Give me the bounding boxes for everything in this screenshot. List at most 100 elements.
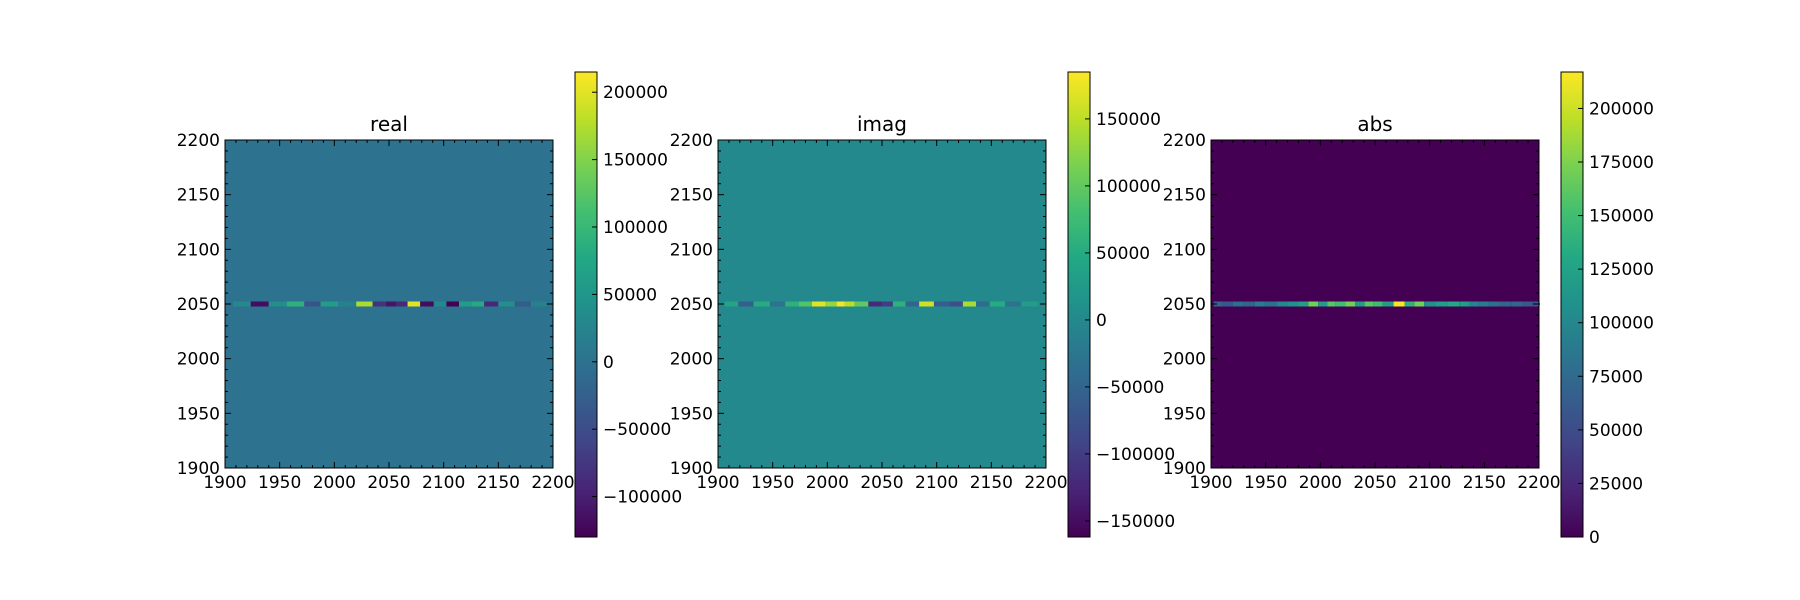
heatmap-peak [1395, 301, 1403, 307]
x-tick-label: 2150 [1463, 473, 1506, 493]
x-tick-label: 2200 [1517, 473, 1560, 493]
colorbar-tick-label: 100000 [1096, 177, 1161, 197]
heatmap-peak [1356, 301, 1363, 307]
heatmap-peak [424, 301, 431, 307]
heatmap-peak [1235, 301, 1242, 307]
colorbar-tick-label: 0 [603, 353, 614, 373]
heatmap-peak [449, 301, 456, 307]
x-tick-label: 2000 [1299, 473, 1342, 493]
x-tick-label: 1900 [696, 473, 739, 493]
heatmap-peak [802, 301, 809, 307]
y-tick-label: 2200 [1163, 131, 1206, 151]
x-tick-label: 2050 [860, 473, 903, 493]
x-tick-label: 1900 [1189, 473, 1232, 493]
heatmap-peak [398, 301, 406, 307]
y-tick-label: 2000 [177, 350, 220, 370]
heatmap-peak [1470, 301, 1477, 307]
panel-abs: 1900 1950 2000 2050 2100 2150 2200 1900 1950 2000… [1163, 71, 1654, 548]
colorbar-tick-label: 75000 [1589, 367, 1643, 387]
y-tick-label: 2100 [1163, 240, 1206, 260]
heatmap-peak [1503, 301, 1510, 307]
heatmap-peak [1437, 301, 1444, 307]
y-tick-label: 2150 [670, 186, 713, 206]
heatmap-peak [238, 301, 245, 307]
heatmap-peak [1246, 301, 1253, 307]
x-tick-label: 2150 [970, 473, 1013, 493]
heatmap-peak [1267, 301, 1275, 307]
heatmap-peak [361, 301, 369, 307]
heatmap-peak [938, 301, 946, 307]
heatmap-peak [503, 301, 511, 307]
heatmap-peak [856, 301, 864, 307]
heatmap-peak [1328, 301, 1335, 307]
x-tick-label: 2100 [1408, 473, 1451, 493]
heatmap-peak [1406, 301, 1414, 307]
x-tick-label: 2200 [1024, 473, 1067, 493]
heatmap-peak [309, 301, 316, 307]
heatmap-peak [1415, 301, 1422, 307]
colorbar-tick-label: 50000 [1589, 421, 1643, 441]
heatmap-peak [1366, 301, 1373, 307]
heatmap-peak [966, 301, 973, 307]
colorbar-tick-label: 150000 [1096, 110, 1161, 130]
x-tick-label: 2050 [367, 473, 410, 493]
heatmap-peak [884, 301, 891, 307]
colorbar [1561, 72, 1583, 537]
y-tick-label: 1900 [670, 459, 713, 479]
y-tick-label: 1900 [1163, 459, 1206, 479]
y-tick-label: 2150 [1163, 186, 1206, 206]
colorbar-tick-label: 175000 [1589, 153, 1654, 173]
heatmap-peak [837, 301, 844, 307]
y-tick-label: 2200 [670, 131, 713, 151]
heatmap-peak [1492, 301, 1499, 307]
heatmap-peak [922, 301, 929, 307]
heatmap-peak [953, 301, 960, 307]
y-tick-label: 2000 [670, 350, 713, 370]
heatmap-peak [846, 301, 853, 307]
panel-imag: 1900 1950 2000 2050 2100 2150 2200 1900 1950 2000… [670, 71, 1175, 538]
heatmap-peak [1257, 301, 1264, 307]
heatmap-peak [462, 301, 469, 307]
colorbar-tick-label: −100000 [1096, 445, 1175, 465]
heatmap-peak [1224, 301, 1231, 307]
x-tick-label: 2200 [531, 473, 574, 493]
y-tick-label: 2150 [177, 186, 220, 206]
heatmap-peak [292, 301, 300, 307]
colorbar [1068, 72, 1090, 537]
heatmap-peak [1278, 301, 1286, 307]
heatmap-peak [758, 301, 765, 307]
chart-title: real [370, 112, 408, 136]
heatmap-peak [1336, 301, 1344, 307]
heatmap-peak [387, 301, 395, 307]
y-tick-label: 2050 [670, 295, 713, 315]
heatmap-peak [1026, 301, 1033, 307]
y-tick-label: 1950 [670, 404, 713, 424]
heatmap-peak [344, 301, 351, 307]
colorbar-frame [1067, 71, 1091, 538]
chart-title: imag [857, 112, 907, 136]
colorbar-tick-label: 150000 [603, 151, 668, 171]
heatmap-peak [1426, 301, 1433, 307]
heatmap-peak [829, 301, 836, 307]
heatmap-peak [1524, 301, 1532, 307]
heatmap-peak [789, 301, 796, 307]
colorbar-frame [574, 71, 598, 538]
y-tick-label: 2050 [177, 295, 220, 315]
colorbar-tick-label: 25000 [1589, 474, 1643, 494]
heatmap-peak [486, 301, 493, 307]
x-tick-label: 2100 [915, 473, 958, 493]
heatmap-peak [536, 301, 544, 307]
colorbar-tick-label: 100000 [1589, 314, 1654, 334]
heatmap-peak [909, 301, 916, 307]
heatmap-peak [1309, 301, 1316, 307]
x-tick-label: 1950 [1244, 473, 1287, 493]
x-tick-label: 1950 [751, 473, 794, 493]
colorbar-tick-label: 125000 [1589, 260, 1654, 280]
colorbar-tick-label: −100000 [603, 488, 682, 508]
heatmap-peak [1450, 301, 1457, 307]
panel-real: 1900 1950 2000 2050 2100 2150 2200 1900 1950 2000… [177, 71, 682, 538]
heatmap-peak [274, 301, 281, 307]
heatmap-peak [895, 301, 902, 307]
x-tick-label: 2050 [1353, 473, 1396, 493]
